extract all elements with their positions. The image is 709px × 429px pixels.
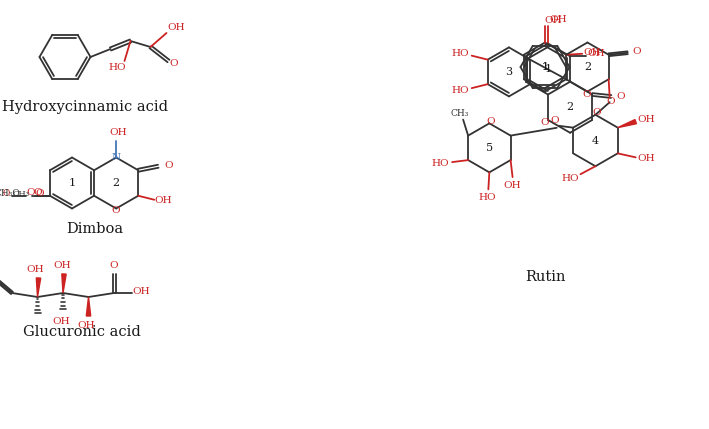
Text: O: O xyxy=(550,116,559,125)
Text: OH: OH xyxy=(637,154,654,163)
Text: O: O xyxy=(2,189,10,198)
Text: 5: 5 xyxy=(486,143,493,153)
Text: O: O xyxy=(606,97,615,106)
Text: 3: 3 xyxy=(506,67,513,77)
Text: N: N xyxy=(111,153,121,162)
Text: OH: OH xyxy=(155,196,172,205)
Text: Hydroxycinnamic acid: Hydroxycinnamic acid xyxy=(2,100,168,114)
Text: O: O xyxy=(110,260,118,269)
Text: OH: OH xyxy=(109,128,127,137)
Text: OH: OH xyxy=(53,260,71,269)
Text: CH₃O: CH₃O xyxy=(0,189,20,198)
Text: OH: OH xyxy=(587,49,605,58)
Text: HO: HO xyxy=(452,86,469,95)
Text: O: O xyxy=(632,47,641,56)
Text: OH: OH xyxy=(549,15,566,24)
Text: OH: OH xyxy=(27,265,45,274)
Text: 4: 4 xyxy=(592,136,599,145)
Polygon shape xyxy=(618,120,637,128)
Text: HO: HO xyxy=(108,63,126,73)
Text: O: O xyxy=(164,161,172,170)
Text: HO: HO xyxy=(562,174,579,183)
Text: HO: HO xyxy=(479,193,496,202)
Text: OH: OH xyxy=(132,287,150,296)
Text: O: O xyxy=(541,118,549,127)
Text: OH: OH xyxy=(78,320,95,329)
Text: OH: OH xyxy=(52,317,69,326)
Text: CH₃: CH₃ xyxy=(13,190,29,198)
Text: OH: OH xyxy=(504,181,521,190)
Text: O: O xyxy=(169,60,178,69)
Text: 1: 1 xyxy=(542,62,549,72)
Text: Dimboa: Dimboa xyxy=(67,222,123,236)
Text: O: O xyxy=(27,188,35,197)
Text: O: O xyxy=(582,90,591,99)
Polygon shape xyxy=(62,274,66,293)
Text: HO: HO xyxy=(431,159,449,168)
Text: OH: OH xyxy=(168,24,185,33)
Text: CH₃: CH₃ xyxy=(451,109,469,118)
Text: 1: 1 xyxy=(69,178,76,188)
Text: Rutin: Rutin xyxy=(525,270,565,284)
Text: O: O xyxy=(112,206,121,215)
Text: Glucuronic acid: Glucuronic acid xyxy=(23,325,141,339)
Text: 2: 2 xyxy=(113,178,120,188)
Text: 2: 2 xyxy=(584,62,591,72)
Polygon shape xyxy=(86,297,91,316)
Text: OH: OH xyxy=(584,48,601,57)
Polygon shape xyxy=(36,278,40,297)
Text: O: O xyxy=(33,188,43,197)
Text: O: O xyxy=(617,92,625,101)
Text: O: O xyxy=(592,108,601,117)
Text: OH: OH xyxy=(637,115,654,124)
Text: O: O xyxy=(35,189,44,198)
Text: O: O xyxy=(486,117,495,126)
Text: 1: 1 xyxy=(542,62,549,72)
Text: OH: OH xyxy=(545,16,562,25)
Text: 2: 2 xyxy=(566,102,574,112)
Text: HO: HO xyxy=(452,49,469,58)
Text: 1: 1 xyxy=(545,64,552,74)
